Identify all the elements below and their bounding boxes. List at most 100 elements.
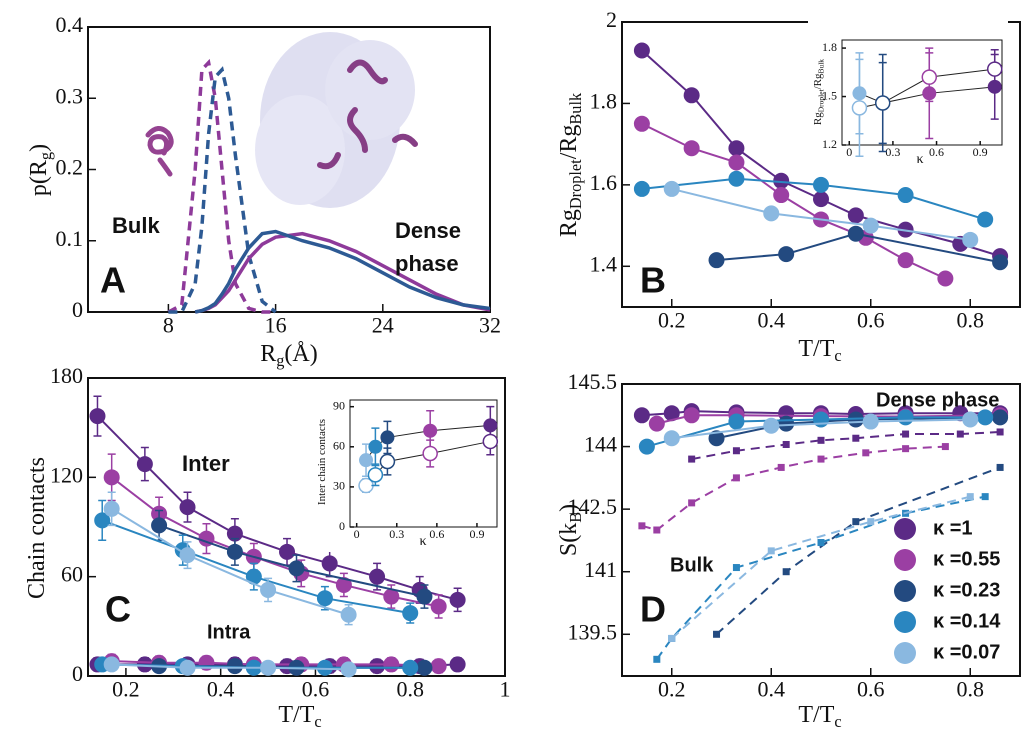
series-line <box>859 68 995 109</box>
x-tick-label: 0.6 <box>857 676 885 701</box>
point <box>179 499 196 516</box>
annotation: B <box>640 260 666 301</box>
label-subscript: Bulk <box>566 92 585 125</box>
label-text: R <box>260 341 276 367</box>
point <box>245 568 262 585</box>
label-text: Rg <box>812 112 824 125</box>
point <box>422 445 438 462</box>
series-line <box>671 418 971 440</box>
x-tick-label: 0.4 <box>207 676 235 701</box>
point <box>728 154 745 171</box>
point <box>773 187 790 204</box>
point <box>817 436 825 444</box>
point <box>902 445 910 453</box>
point <box>728 413 745 430</box>
point <box>813 191 829 208</box>
point <box>852 434 860 442</box>
series-line <box>671 187 971 241</box>
inset-background <box>808 18 1008 158</box>
point <box>633 42 650 59</box>
molecule-illustration <box>145 32 418 208</box>
point <box>260 581 277 598</box>
x-axis-label: T/Tc <box>798 702 841 731</box>
point <box>321 555 338 572</box>
point <box>763 205 780 222</box>
point <box>430 598 447 615</box>
y-axis-label: S(kB) <box>556 504 585 556</box>
point <box>986 61 1003 77</box>
y-tick-label: 1.5 <box>822 88 837 102</box>
point <box>996 463 1004 471</box>
y-tick-label: 0.4 <box>56 12 84 37</box>
point <box>416 588 433 605</box>
annotation: Inter <box>182 451 230 476</box>
point <box>380 430 395 445</box>
point <box>897 409 914 426</box>
point <box>867 518 875 526</box>
x-axis-label: Rg(Å) <box>260 341 318 370</box>
y-axis-label: Chain contacts <box>24 457 50 599</box>
point <box>668 634 676 642</box>
plot-frame <box>87 377 506 677</box>
point <box>777 463 785 471</box>
point <box>369 568 386 585</box>
point <box>688 499 696 507</box>
annotation: D <box>640 589 666 630</box>
point <box>449 656 466 673</box>
y-tick-label: 90 <box>333 398 345 412</box>
y-tick-label: 0 <box>72 297 83 322</box>
series-line <box>111 663 349 671</box>
y-tick-label: 1.4 <box>590 251 618 276</box>
series-line <box>167 58 276 314</box>
label-subscript: g <box>36 152 55 160</box>
x-tick-label: 0 <box>354 527 360 541</box>
point <box>316 659 333 676</box>
y-tick-label: 60 <box>61 562 83 587</box>
legend-label: κ =0.23 <box>933 579 1000 601</box>
plot-frame <box>349 399 498 528</box>
label-text: T/T <box>278 702 314 728</box>
label-text: p(R <box>26 160 52 196</box>
point <box>937 270 954 287</box>
y-tick-label: 139.5 <box>568 619 618 644</box>
point <box>851 100 868 116</box>
inset-background <box>316 392 502 552</box>
point <box>402 605 419 622</box>
label-subscript: Droplet <box>816 88 825 112</box>
y-tick-label: 120 <box>50 462 83 487</box>
y-tick-label: 145.5 <box>568 369 618 394</box>
point <box>340 661 357 678</box>
point <box>862 413 879 430</box>
point <box>103 469 120 486</box>
series-line <box>671 495 971 640</box>
x-tick-label: 0.4 <box>758 307 786 332</box>
point <box>89 408 106 425</box>
point <box>728 140 745 157</box>
label-subscript: c <box>834 346 841 365</box>
point <box>683 87 700 104</box>
x-tick-label: 0.4 <box>758 676 786 701</box>
point <box>633 407 650 424</box>
series-line <box>168 66 277 314</box>
x-tick-label: 32 <box>479 312 501 337</box>
y-tick-label: 0.2 <box>56 155 84 180</box>
series-line <box>691 430 1001 461</box>
legend-label: κ =0.14 <box>933 610 1001 632</box>
point <box>981 493 989 501</box>
y-axis-label: Inter chain contacts <box>316 419 328 505</box>
point <box>103 500 120 517</box>
label-text: Rg <box>556 209 582 237</box>
point <box>633 180 650 197</box>
point <box>847 207 864 224</box>
point <box>423 423 438 438</box>
point <box>379 453 396 470</box>
y-tick-label: 60 <box>333 439 345 453</box>
x-tick-label: 8 <box>163 312 174 337</box>
x-tick-label: 0.3 <box>885 145 900 159</box>
point <box>902 430 910 438</box>
y-tick-label: 0.1 <box>56 226 84 251</box>
label-subscript: c <box>314 712 321 731</box>
x-axis-label: T/Tc <box>798 336 841 365</box>
y-tick-label: 141 <box>584 557 617 582</box>
